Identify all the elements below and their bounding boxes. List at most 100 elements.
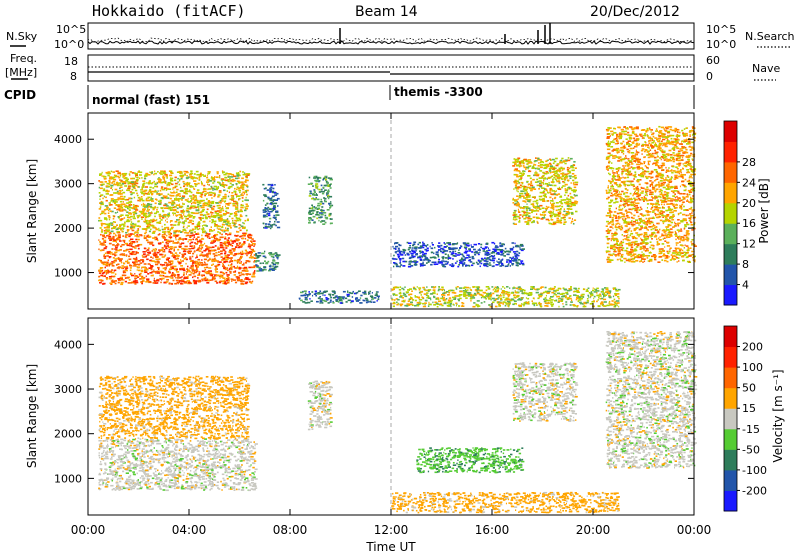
scatter-cell: [164, 254, 167, 256]
scatter-cell: [470, 300, 472, 302]
scatter-cell: [158, 227, 160, 230]
scatter-cell: [508, 298, 510, 301]
scatter-cell: [146, 249, 150, 251]
scatter-cell: [523, 305, 525, 307]
scatter-cell: [136, 192, 138, 195]
scatter-cell: [596, 287, 599, 290]
scatter-cell: [166, 221, 168, 223]
scatter-cell: [458, 299, 460, 302]
scatter-cell: [509, 299, 511, 301]
scatter-cell: [211, 219, 214, 221]
scatter-cell: [227, 176, 230, 178]
scatter-cell: [524, 292, 528, 294]
scatter-cell: [190, 267, 194, 269]
scatter-cell: [351, 296, 354, 298]
scatter-cell: [493, 261, 495, 264]
scatter-cell: [244, 282, 248, 285]
scatter-cell: [225, 205, 227, 207]
scatter-cell: [402, 288, 405, 291]
scatter-cell: [201, 254, 205, 256]
scatter-cell: [413, 260, 417, 262]
scatter-cell: [150, 196, 152, 199]
scatter-cell: [513, 296, 516, 298]
scatter-cell: [117, 197, 121, 199]
scatter-cell: [227, 179, 229, 181]
scatter-cell: [117, 281, 120, 284]
scatter-cell: [211, 215, 213, 218]
scatter-cell: [223, 267, 226, 270]
scatter-cell: [300, 299, 303, 302]
scatter-cell: [151, 193, 154, 195]
scatter-cell: [538, 303, 542, 305]
scatter-cell: [136, 229, 139, 232]
scatter-cell: [163, 214, 167, 216]
scatter-cell: [113, 192, 117, 194]
scatter-cell: [133, 263, 137, 266]
scatter-cell: [422, 244, 426, 247]
scatter-cell: [410, 296, 412, 298]
scatter-cell: [438, 258, 440, 261]
scatter-cell: [362, 291, 366, 294]
scatter-cell: [540, 304, 542, 307]
scatter-cell: [528, 194, 531, 197]
scatter-cell: [399, 265, 401, 268]
scatter-cell: [330, 222, 333, 225]
scatter-cell: [123, 172, 128, 175]
scatter-cell: [445, 291, 449, 293]
scatter-cell: [128, 240, 131, 242]
scatter-cell: [320, 209, 324, 212]
scatter-cell: [212, 246, 215, 248]
scatter-cell: [152, 248, 155, 251]
scatter-cell: [322, 223, 326, 225]
scatter-cell: [495, 298, 497, 301]
scatter-cell: [498, 263, 500, 265]
scatter-cell: [172, 277, 174, 279]
scatter-cell: [231, 242, 234, 244]
scatter-cell: [484, 257, 486, 259]
scatter-cell: [167, 193, 170, 196]
scatter-cell: [456, 304, 457, 307]
scatter-cell: [203, 204, 207, 207]
scatter-cell: [603, 305, 605, 307]
scatter-cell: [172, 206, 175, 209]
scatter-cell: [568, 203, 570, 205]
scatter-cell: [134, 245, 138, 247]
scatter-cell: [243, 234, 246, 237]
scatter-cell: [124, 277, 127, 279]
scatter-cell: [536, 207, 538, 209]
scatter-cell: [496, 260, 498, 263]
scatter-cell: [342, 290, 346, 293]
scatter-cell: [230, 268, 233, 270]
scatter-cell: [567, 194, 570, 197]
scatter-cell: [155, 228, 159, 231]
scatter-cell: [521, 297, 523, 299]
scatter-cell: [526, 188, 528, 190]
scatter-cell: [221, 200, 224, 202]
scatter-cell: [127, 205, 130, 207]
scatter-cell: [453, 304, 455, 306]
scatter-cell: [432, 289, 436, 291]
scatter-cell: [409, 297, 413, 300]
scatter-cell: [122, 271, 127, 274]
scatter-cell: [151, 265, 154, 268]
scatter-cell: [611, 300, 614, 302]
scatter-cell: [128, 185, 131, 187]
scatter-cell: [335, 300, 338, 302]
scatter-cell: [588, 296, 590, 298]
scatter-cell: [125, 255, 128, 257]
scatter-cell: [110, 198, 114, 200]
scatter-cell: [501, 252, 503, 254]
scatter-cell: [100, 223, 103, 226]
scatter-cell: [151, 181, 154, 184]
scatter-cell: [569, 297, 572, 300]
scatter-cell: [158, 203, 162, 205]
scatter-cell: [167, 231, 171, 234]
scatter-cell: [323, 291, 327, 293]
scatter-cell: [220, 256, 223, 258]
scatter-cell: [127, 230, 129, 233]
scatter-cell: [489, 294, 493, 297]
scatter-cell: [322, 294, 324, 296]
scatter-cell: [166, 188, 169, 190]
scatter-cell: [136, 194, 139, 197]
scatter-cell: [486, 295, 489, 297]
